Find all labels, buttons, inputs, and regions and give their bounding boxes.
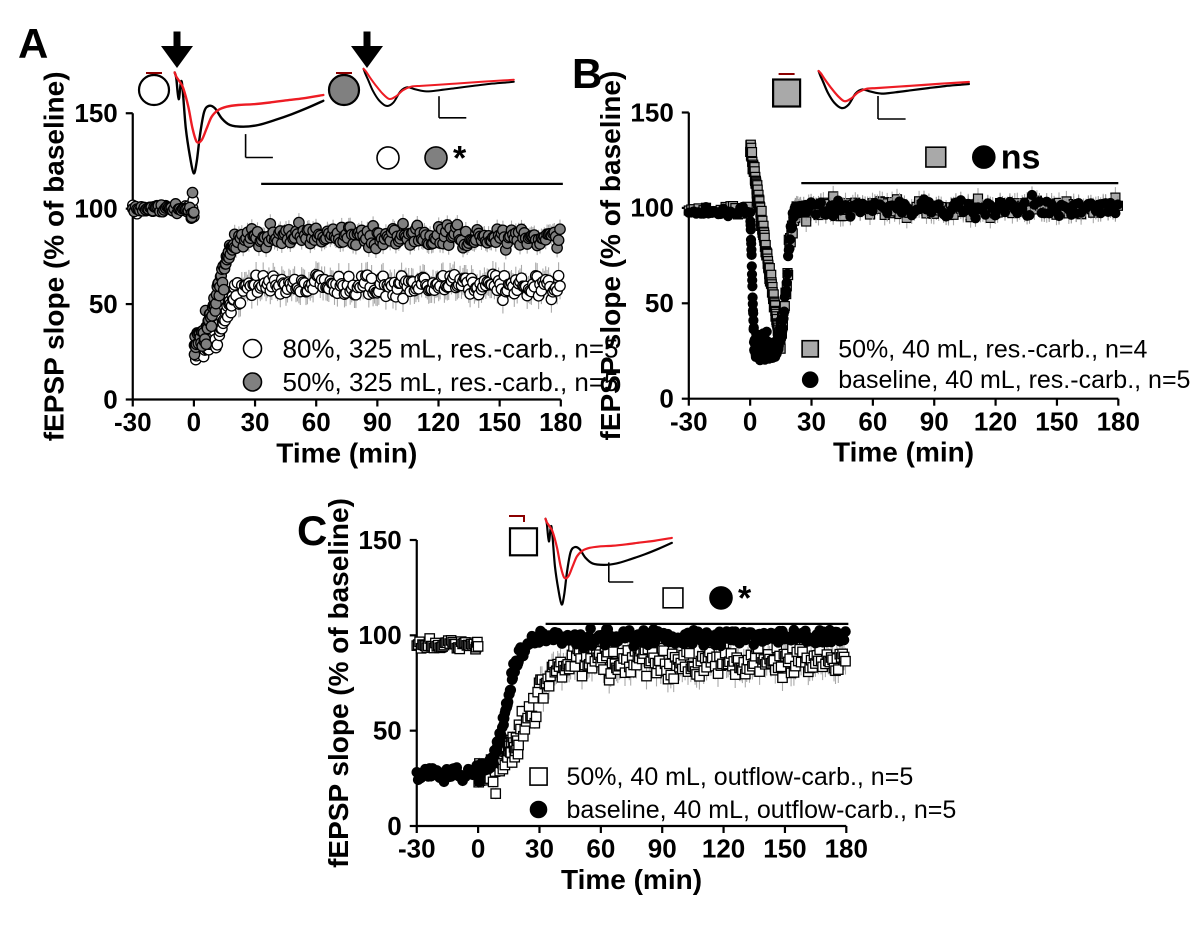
svg-text:30: 30: [797, 406, 826, 436]
svg-text:50: 50: [89, 289, 118, 319]
svg-text:180: 180: [825, 834, 868, 864]
svg-text:0: 0: [187, 407, 201, 437]
svg-text:60: 60: [858, 406, 887, 436]
svg-text:120: 120: [974, 406, 1017, 436]
svg-text:fEPSP slope (% of baseline): fEPSP slope (% of baseline): [323, 498, 354, 868]
svg-text:0: 0: [471, 834, 485, 864]
svg-text:Time (min): Time (min): [561, 864, 702, 895]
svg-text:fEPSP slope (% of baseline): fEPSP slope (% of baseline): [595, 71, 626, 441]
svg-text:50%, 325 mL, res.-carb., n=5: 50%, 325 mL, res.-carb., n=5: [283, 367, 619, 397]
svg-text:150: 150: [763, 834, 806, 864]
svg-text:fEPSP slope (% of baseline): fEPSP slope (% of baseline): [39, 71, 70, 441]
svg-text:50%, 40 mL, outflow-carb., n=5: 50%, 40 mL, outflow-carb., n=5: [567, 763, 914, 791]
svg-text:-30: -30: [670, 406, 708, 436]
svg-text:180: 180: [1097, 406, 1140, 436]
svg-text:30: 30: [241, 407, 270, 437]
svg-text:150: 150: [478, 407, 521, 437]
svg-text:90: 90: [363, 407, 392, 437]
svg-text:ns: ns: [1001, 139, 1041, 177]
svg-text:30: 30: [525, 834, 554, 864]
svg-text:150: 150: [630, 97, 673, 127]
svg-text:90: 90: [920, 406, 949, 436]
svg-text:-30: -30: [114, 407, 152, 437]
svg-text:90: 90: [648, 834, 677, 864]
svg-text:120: 120: [702, 834, 745, 864]
svg-text:120: 120: [417, 407, 460, 437]
svg-text:50: 50: [645, 288, 674, 318]
svg-text:baseline, 40 mL, outflow-carb.: baseline, 40 mL, outflow-carb., n=5: [567, 796, 957, 824]
svg-text:180: 180: [539, 407, 582, 437]
svg-text:50: 50: [373, 716, 402, 746]
svg-text:-30: -30: [398, 834, 436, 864]
svg-text:60: 60: [586, 834, 615, 864]
svg-text:50%, 40 mL, res.-carb., n=4: 50%, 40 mL, res.-carb., n=4: [838, 335, 1147, 363]
svg-text:*: *: [453, 139, 467, 177]
svg-text:0: 0: [659, 384, 673, 414]
svg-text:0: 0: [103, 384, 117, 414]
svg-text:100: 100: [74, 194, 117, 224]
svg-text:0: 0: [387, 811, 401, 841]
svg-text:Time (min): Time (min): [276, 437, 417, 468]
svg-text:150: 150: [358, 525, 401, 555]
svg-text:*: *: [738, 579, 752, 617]
svg-text:Time (min): Time (min): [833, 437, 974, 468]
svg-text:80%, 325 mL, res.-carb., n=5: 80%, 325 mL, res.-carb., n=5: [283, 333, 619, 363]
svg-text:100: 100: [630, 193, 673, 223]
svg-text:150: 150: [74, 98, 117, 128]
svg-text:100: 100: [358, 620, 401, 650]
svg-text:A: A: [18, 20, 48, 67]
svg-text:baseline, 40 mL, res.-carb., n: baseline, 40 mL, res.-carb., n=5: [838, 366, 1190, 394]
svg-text:60: 60: [302, 407, 331, 437]
svg-text:150: 150: [1035, 406, 1078, 436]
svg-text:0: 0: [743, 406, 757, 436]
